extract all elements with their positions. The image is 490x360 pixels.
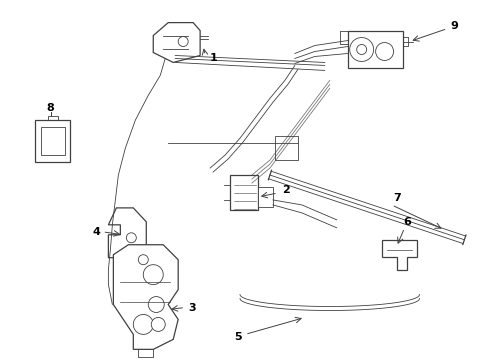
Polygon shape	[153, 23, 200, 62]
Text: 9: 9	[450, 21, 458, 31]
Text: 7: 7	[393, 193, 401, 203]
Circle shape	[133, 315, 153, 334]
Circle shape	[350, 37, 374, 62]
Text: 6: 6	[404, 217, 412, 227]
Text: 1: 1	[209, 54, 217, 63]
Circle shape	[357, 45, 367, 54]
Circle shape	[151, 318, 165, 332]
Circle shape	[126, 233, 136, 243]
Circle shape	[138, 255, 148, 265]
Polygon shape	[382, 240, 416, 270]
Circle shape	[143, 265, 163, 285]
FancyBboxPatch shape	[35, 120, 71, 162]
FancyBboxPatch shape	[41, 127, 65, 155]
Polygon shape	[108, 208, 147, 258]
Polygon shape	[275, 136, 298, 160]
Text: 3: 3	[188, 302, 196, 312]
Text: 5: 5	[234, 332, 242, 342]
Text: 2: 2	[282, 185, 290, 195]
FancyBboxPatch shape	[258, 187, 273, 207]
FancyBboxPatch shape	[348, 31, 403, 68]
Polygon shape	[113, 245, 178, 349]
Text: 8: 8	[47, 103, 54, 113]
FancyBboxPatch shape	[230, 175, 258, 210]
Circle shape	[148, 297, 164, 312]
Circle shape	[178, 37, 188, 46]
Text: 4: 4	[93, 227, 100, 237]
Circle shape	[376, 42, 393, 60]
